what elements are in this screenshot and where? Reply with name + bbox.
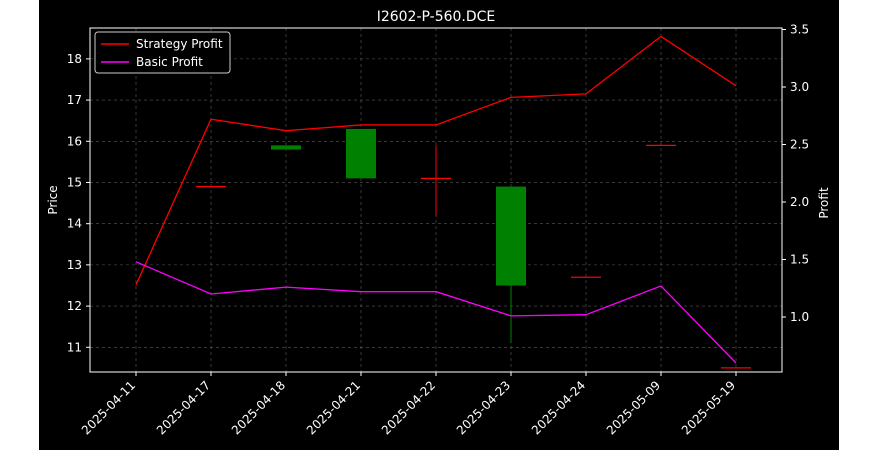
candle-body <box>346 128 376 179</box>
legend-label-strategy: Strategy Profit <box>136 37 223 51</box>
y-tick-label: 16 <box>67 134 82 148</box>
legend-label-basic: Basic Profit <box>136 55 203 69</box>
y-tick-label: 12 <box>67 299 82 313</box>
y2-tick-label: 1.5 <box>790 253 809 267</box>
y-tick-label: 17 <box>67 93 82 107</box>
y2-tick-label: 1.0 <box>790 310 809 324</box>
chart-svg: I2602-P-560.DCE 11 12 13 14 15 16 17 18 1.0 1.5 2.… <box>46 9 831 438</box>
x-tick-label: 2025-04-22 <box>379 378 438 437</box>
x-tick-label: 2025-04-11 <box>79 378 138 437</box>
axis-layer: 11 12 13 14 15 16 17 18 1.0 1.5 2.0 2.5 3.0 3.5 2025-0… <box>67 23 809 438</box>
chart-figure: I2602-P-560.DCE 11 12 13 14 15 16 17 18 1.0 1.5 2.… <box>39 0 839 450</box>
x-tick-label: 2025-04-17 <box>154 378 213 437</box>
y2-tick-label: 3.0 <box>790 80 809 94</box>
candle-layer <box>196 128 751 369</box>
x-tick-label: 2025-04-23 <box>454 378 513 437</box>
y2-axis-label: Profit <box>817 187 831 219</box>
y-tick-label: 15 <box>67 175 82 189</box>
x-tick-label: 2025-04-24 <box>529 378 588 437</box>
y2-tick-label: 2.0 <box>790 195 809 209</box>
x-tick-label: 2025-05-19 <box>679 378 738 437</box>
chart-title: I2602-P-560.DCE <box>377 9 496 25</box>
basic-profit-line <box>135 261 737 364</box>
line-layer <box>135 35 737 364</box>
candle-body <box>496 186 526 286</box>
x-tick-label: 2025-05-09 <box>604 378 663 437</box>
y2-tick-label: 3.5 <box>790 23 809 37</box>
x-tick-label: 2025-04-21 <box>304 378 363 437</box>
grid-layer <box>90 28 782 372</box>
x-tick-label: 2025-04-18 <box>229 378 288 437</box>
y2-tick-label: 2.5 <box>790 138 809 152</box>
y-tick-label: 11 <box>67 340 82 354</box>
y-tick-label: 14 <box>67 217 82 231</box>
candle-body <box>271 145 301 150</box>
y-tick-label: 18 <box>67 52 82 66</box>
legend: Strategy Profit Basic Profit <box>94 31 231 74</box>
y-tick-label: 13 <box>67 258 82 272</box>
strategy-profit-line <box>135 35 737 286</box>
y-axis-label: Price <box>46 185 60 214</box>
